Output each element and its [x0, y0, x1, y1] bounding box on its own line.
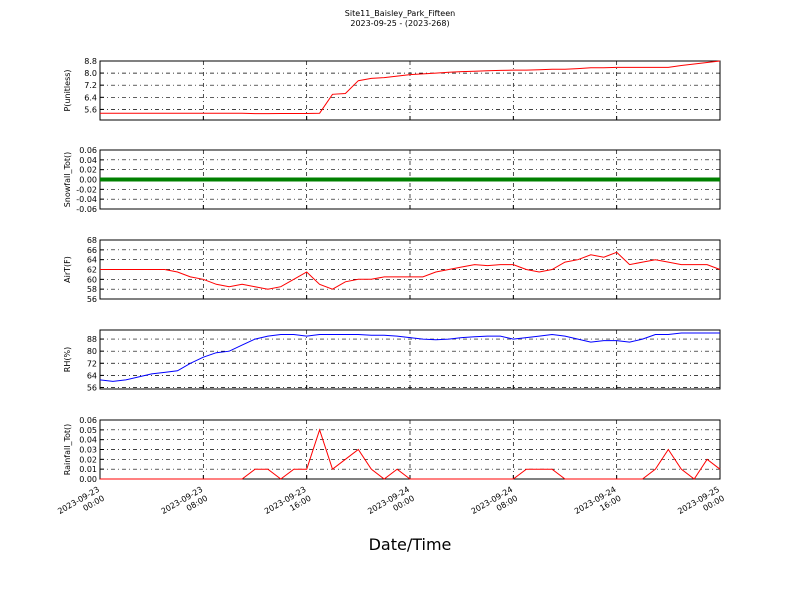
y-tick-label: 56 [87, 295, 97, 304]
y-tick-label: 0.05 [79, 426, 97, 435]
data-line [99, 332, 720, 382]
chart-subtitle: 2023-09-25 - (2023-268) [350, 19, 449, 28]
y-axis-label: RH(%) [63, 347, 72, 372]
y-tick-label: 0.04 [79, 436, 97, 445]
y-tick-label: 5.6 [84, 105, 97, 114]
y-tick-label: 64 [87, 371, 97, 380]
data-line [100, 60, 721, 115]
y-tick-label: 80 [87, 347, 97, 356]
chart-title: Site11_Baisley_Park_Fifteen [345, 9, 455, 18]
y-tick-label: 8.0 [84, 69, 97, 78]
y-axis-label: Snowfall_Tot() [63, 152, 72, 208]
y-tick-label: 58 [87, 285, 97, 294]
y-tick-label: 0.06 [79, 146, 97, 155]
y-tick-label: 0.01 [79, 465, 97, 474]
y-tick-label: 0.00 [79, 475, 97, 484]
y-tick-label: 7.2 [84, 81, 97, 90]
y-tick-label: 0.02 [79, 166, 97, 175]
y-tick-label: -0.06 [76, 205, 97, 214]
y-tick-label: 0.04 [79, 156, 97, 165]
x-tick-label: 2023-09-2408:00 [470, 485, 520, 525]
y-tick-label: 60 [87, 275, 97, 284]
y-tick-label: 62 [87, 266, 97, 275]
y-tick-label: 72 [87, 359, 97, 368]
y-tick-label: -0.02 [76, 185, 97, 194]
y-tick-label: 64 [87, 256, 97, 265]
y-tick-label: 0.02 [79, 455, 97, 464]
data-line [100, 428, 721, 480]
x-tick-label: 2023-09-2400:00 [366, 485, 416, 525]
x-tick-label: 2023-09-2300:00 [56, 485, 106, 525]
y-tick-label: -0.04 [76, 195, 97, 204]
x-tick-label: 2023-09-2416:00 [573, 485, 623, 525]
data-line [100, 251, 721, 290]
y-tick-label: 56 [87, 383, 97, 392]
y-axis-label: AirT(F) [63, 256, 72, 283]
y-tick-label: 0.06 [79, 416, 97, 425]
y-tick-label: 88 [87, 335, 97, 344]
x-tick-label: 2023-09-2308:00 [160, 485, 210, 525]
y-tick-label: 0.00 [79, 176, 97, 185]
x-axis-label: Date/Time [369, 535, 452, 554]
y-tick-label: 0.03 [79, 446, 97, 455]
x-tick-label: 2023-09-2316:00 [263, 485, 313, 525]
y-axis-label: P(unitless) [63, 69, 72, 111]
y-tick-label: 8.8 [84, 57, 97, 66]
y-tick-label: 6.4 [84, 93, 97, 102]
y-tick-label: 68 [87, 236, 97, 245]
x-tick-label: 2023-09-2500:00 [676, 485, 726, 525]
y-tick-label: 66 [87, 246, 97, 255]
y-axis-label: Rainfall_Tot() [63, 424, 72, 476]
